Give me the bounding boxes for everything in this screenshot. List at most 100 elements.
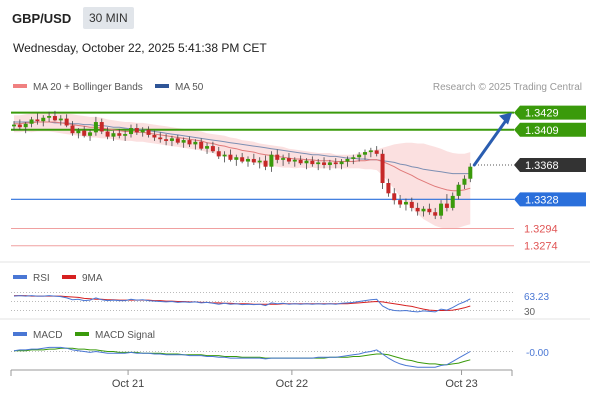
candle: [450, 192, 455, 211]
candle-body: [327, 162, 332, 165]
candle-body: [70, 125, 75, 134]
candle: [409, 197, 414, 212]
candle-body: [240, 157, 245, 162]
candle: [298, 155, 303, 165]
candle-body: [158, 137, 163, 140]
rsi-ma-line: [14, 295, 471, 311]
candle-body: [439, 203, 444, 216]
legend-ma20-label: MA 20 + Bollinger Bands: [33, 82, 143, 93]
candle-body: [175, 138, 180, 143]
candle-body: [88, 132, 93, 136]
candle-body: [333, 162, 338, 165]
candle-body: [23, 123, 28, 128]
candle-body: [444, 203, 449, 208]
candle-body: [450, 195, 455, 208]
candle-body: [47, 116, 52, 118]
candle-body: [12, 124, 16, 127]
candle-body: [146, 129, 151, 135]
legend-swatch-macd: [13, 332, 27, 336]
candle-body: [205, 146, 210, 149]
candle: [398, 195, 403, 208]
x-axis-label: Oct 21: [112, 378, 144, 390]
candle-body: [351, 157, 356, 159]
candle: [433, 207, 438, 220]
candle-body: [345, 158, 350, 162]
ma20-line: [14, 121, 471, 192]
candle: [193, 139, 198, 150]
candle: [269, 151, 274, 172]
candle-body: [246, 158, 250, 162]
candle-body: [456, 184, 461, 196]
candle: [345, 156, 350, 167]
candle: [64, 114, 69, 128]
candle: [257, 157, 262, 169]
candle-body: [263, 160, 268, 167]
candle-body: [392, 193, 397, 201]
candle-body: [199, 141, 204, 149]
candle-body: [281, 158, 286, 160]
candle-body: [339, 161, 344, 165]
candle: [117, 128, 122, 139]
candle: [105, 127, 110, 140]
candle-body: [409, 201, 414, 208]
candle-body: [403, 201, 408, 205]
candle: [310, 156, 315, 167]
macd-value: -0.00: [526, 348, 549, 359]
legend-rsi-ma-label: 9MA: [82, 273, 103, 284]
candle: [82, 126, 87, 138]
candle-body: [52, 116, 57, 121]
candle: [263, 155, 268, 171]
candle-body: [152, 134, 157, 138]
candle-body: [134, 128, 139, 133]
candle-body: [164, 139, 169, 141]
candle-body: [269, 154, 274, 167]
legend-macd-label: MACD: [33, 330, 62, 341]
main-legend: MA 20 + Bollinger Bands MA 50 Research ©…: [13, 82, 582, 93]
candle: [251, 153, 256, 165]
x-axis-label: Oct 22: [276, 378, 308, 390]
candle-body: [93, 122, 98, 133]
candle-body: [322, 162, 327, 165]
projection-head: [499, 112, 512, 125]
candle-body: [82, 130, 87, 136]
candle-body: [41, 117, 46, 122]
candle: [70, 121, 75, 136]
candle: [380, 149, 385, 190]
level-tag-box: [514, 192, 586, 207]
candle: [164, 134, 169, 146]
moving-averages: [14, 121, 471, 192]
candle-body: [228, 154, 233, 160]
level-label-support: 1.3294: [524, 224, 558, 236]
candle-body: [468, 166, 473, 179]
level-tag-box: [514, 122, 586, 137]
candle-body: [117, 133, 122, 136]
candle-body: [181, 140, 186, 143]
candle-body: [140, 129, 145, 133]
candle: [351, 154, 356, 165]
candle-body: [380, 153, 385, 184]
candle: [216, 146, 221, 159]
candle-body: [187, 140, 192, 145]
candle: [368, 147, 373, 158]
timeframe-badge[interactable]: 30 MIN: [83, 7, 134, 29]
candle-body: [99, 122, 104, 132]
projection-arrow: [472, 112, 512, 167]
candle: [304, 158, 309, 170]
candle-body: [123, 134, 128, 136]
candle-body: [363, 152, 367, 155]
level-tag-pivot: 1.3328: [514, 192, 586, 207]
candle: [111, 130, 116, 141]
level-tag-box: [514, 157, 586, 172]
candle: [403, 198, 408, 211]
candle: [327, 159, 332, 171]
candle: [439, 200, 444, 220]
ma50-line: [14, 121, 471, 175]
bollinger-bands: [14, 111, 471, 229]
candle-body: [193, 141, 198, 145]
candle-body: [234, 157, 239, 160]
candle-body: [17, 124, 22, 128]
candle: [17, 119, 22, 130]
legend-swatch-rsi: [13, 275, 27, 279]
candle: [427, 203, 432, 215]
candle: [12, 121, 16, 131]
